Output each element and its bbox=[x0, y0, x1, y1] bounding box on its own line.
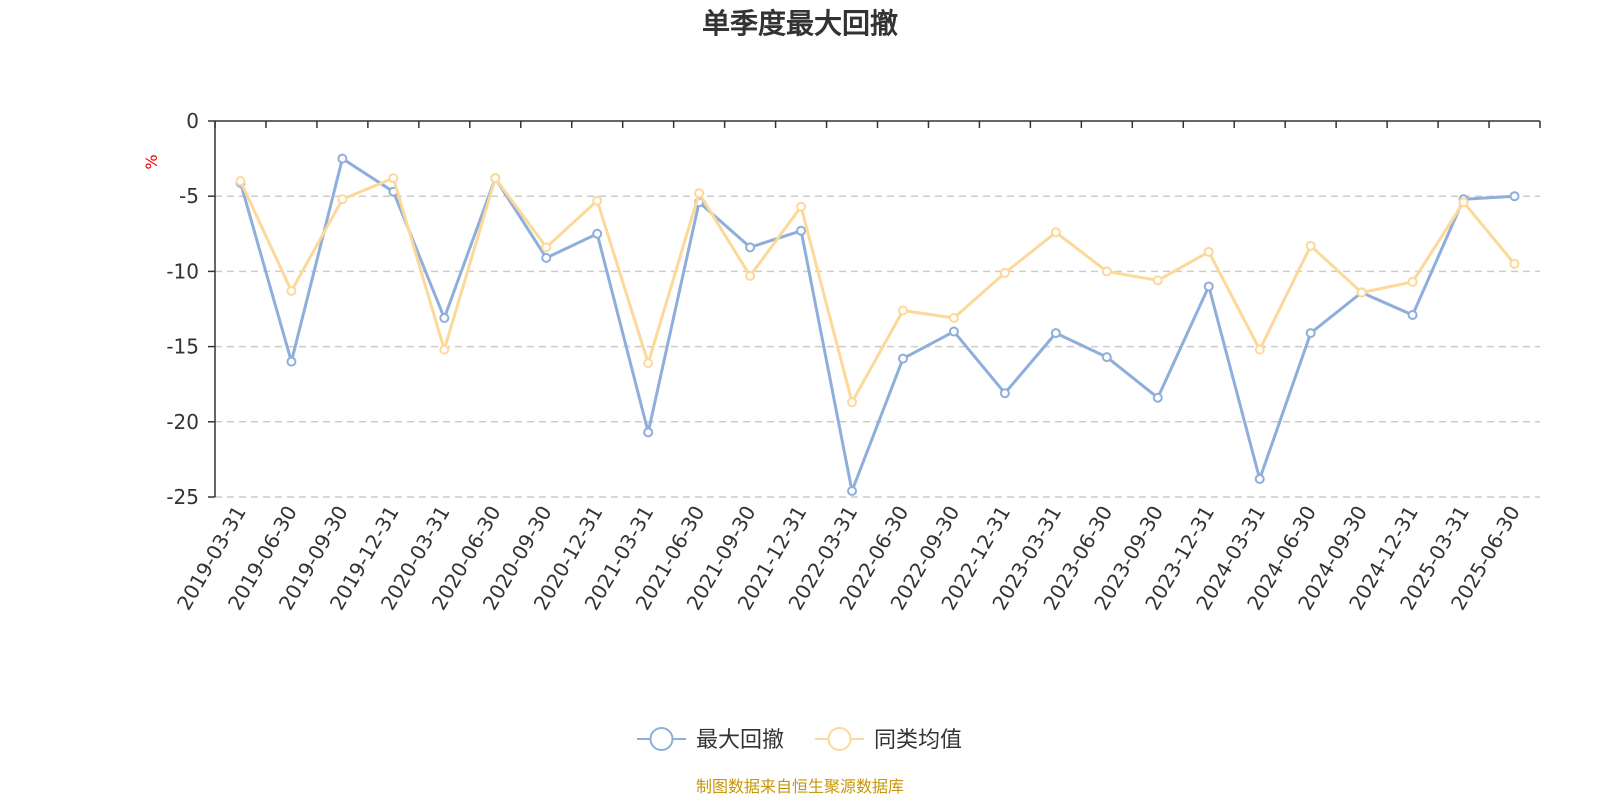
legend-label: 同类均值 bbox=[874, 728, 962, 753]
data-point bbox=[388, 173, 399, 184]
data-point bbox=[1152, 275, 1163, 286]
data-point bbox=[1356, 287, 1367, 298]
data-point bbox=[1101, 352, 1112, 363]
series-line bbox=[239, 176, 1516, 404]
data-point bbox=[1152, 392, 1163, 403]
series-1 bbox=[235, 153, 1520, 496]
data-point bbox=[1254, 344, 1265, 355]
data-point bbox=[1050, 328, 1061, 339]
y-axis-label: % bbox=[142, 154, 161, 169]
data-point bbox=[1509, 191, 1520, 202]
data-point bbox=[1305, 240, 1316, 251]
data-point bbox=[337, 194, 348, 205]
legend-label: 最大回撤 bbox=[696, 728, 784, 753]
y-tick-label: -15 bbox=[166, 335, 199, 359]
data-point bbox=[1050, 227, 1061, 238]
series-2 bbox=[235, 173, 1520, 408]
data-point bbox=[1203, 246, 1214, 257]
data-point bbox=[439, 313, 450, 324]
data-point bbox=[847, 397, 858, 408]
data-point bbox=[948, 313, 959, 324]
series-line bbox=[239, 157, 1515, 493]
axes bbox=[208, 120, 1541, 498]
data-source-note: 制图数据来自恒生聚源数据库 bbox=[696, 777, 904, 796]
y-tick-label: -5 bbox=[179, 184, 199, 208]
data-point bbox=[1509, 258, 1520, 269]
y-tick-label: -20 bbox=[166, 410, 199, 434]
data-point bbox=[592, 228, 603, 239]
data-point bbox=[286, 356, 297, 367]
legend-marker bbox=[649, 727, 674, 751]
data-point bbox=[235, 176, 246, 187]
series-lines bbox=[235, 153, 1520, 496]
data-point bbox=[541, 252, 552, 263]
data-point bbox=[1101, 266, 1112, 277]
data-point bbox=[745, 270, 756, 281]
data-point bbox=[490, 173, 501, 184]
data-point bbox=[286, 285, 297, 296]
y-tick-label: -25 bbox=[166, 485, 199, 509]
data-point bbox=[1254, 473, 1265, 484]
data-point bbox=[999, 388, 1010, 399]
data-point bbox=[796, 225, 807, 236]
data-point bbox=[847, 485, 858, 496]
legend: 最大回撤 同类均值 bbox=[637, 727, 962, 753]
data-point bbox=[948, 326, 959, 337]
data-point bbox=[643, 427, 654, 438]
data-point bbox=[643, 358, 654, 369]
data-point bbox=[1305, 328, 1316, 339]
data-point bbox=[897, 305, 908, 316]
data-point bbox=[337, 153, 348, 164]
data-point bbox=[1203, 281, 1214, 292]
y-tick-label: 0 bbox=[186, 109, 199, 133]
data-point bbox=[541, 242, 552, 253]
data-point bbox=[796, 201, 807, 212]
data-point bbox=[592, 195, 603, 206]
legend-item-1: 最大回撤 bbox=[637, 727, 784, 753]
chart-title: 单季度最大回撤 bbox=[702, 7, 898, 40]
legend-item-2: 同类均值 bbox=[815, 727, 962, 753]
data-point bbox=[439, 344, 450, 355]
grid-lines bbox=[215, 195, 1540, 498]
data-point bbox=[745, 242, 756, 253]
data-point bbox=[694, 188, 705, 199]
data-point bbox=[1458, 197, 1469, 208]
legend-marker bbox=[827, 727, 852, 751]
data-point bbox=[999, 267, 1010, 278]
y-tick-label: -10 bbox=[166, 259, 199, 283]
data-point bbox=[1407, 276, 1418, 287]
data-point bbox=[897, 353, 908, 364]
x-tick-labels: 2019-03-312019-06-302019-09-302019-12-31… bbox=[172, 502, 1525, 615]
data-point bbox=[1407, 310, 1418, 321]
y-tick-labels: 0 -5 -10 -15 -20 -25 bbox=[166, 109, 199, 509]
